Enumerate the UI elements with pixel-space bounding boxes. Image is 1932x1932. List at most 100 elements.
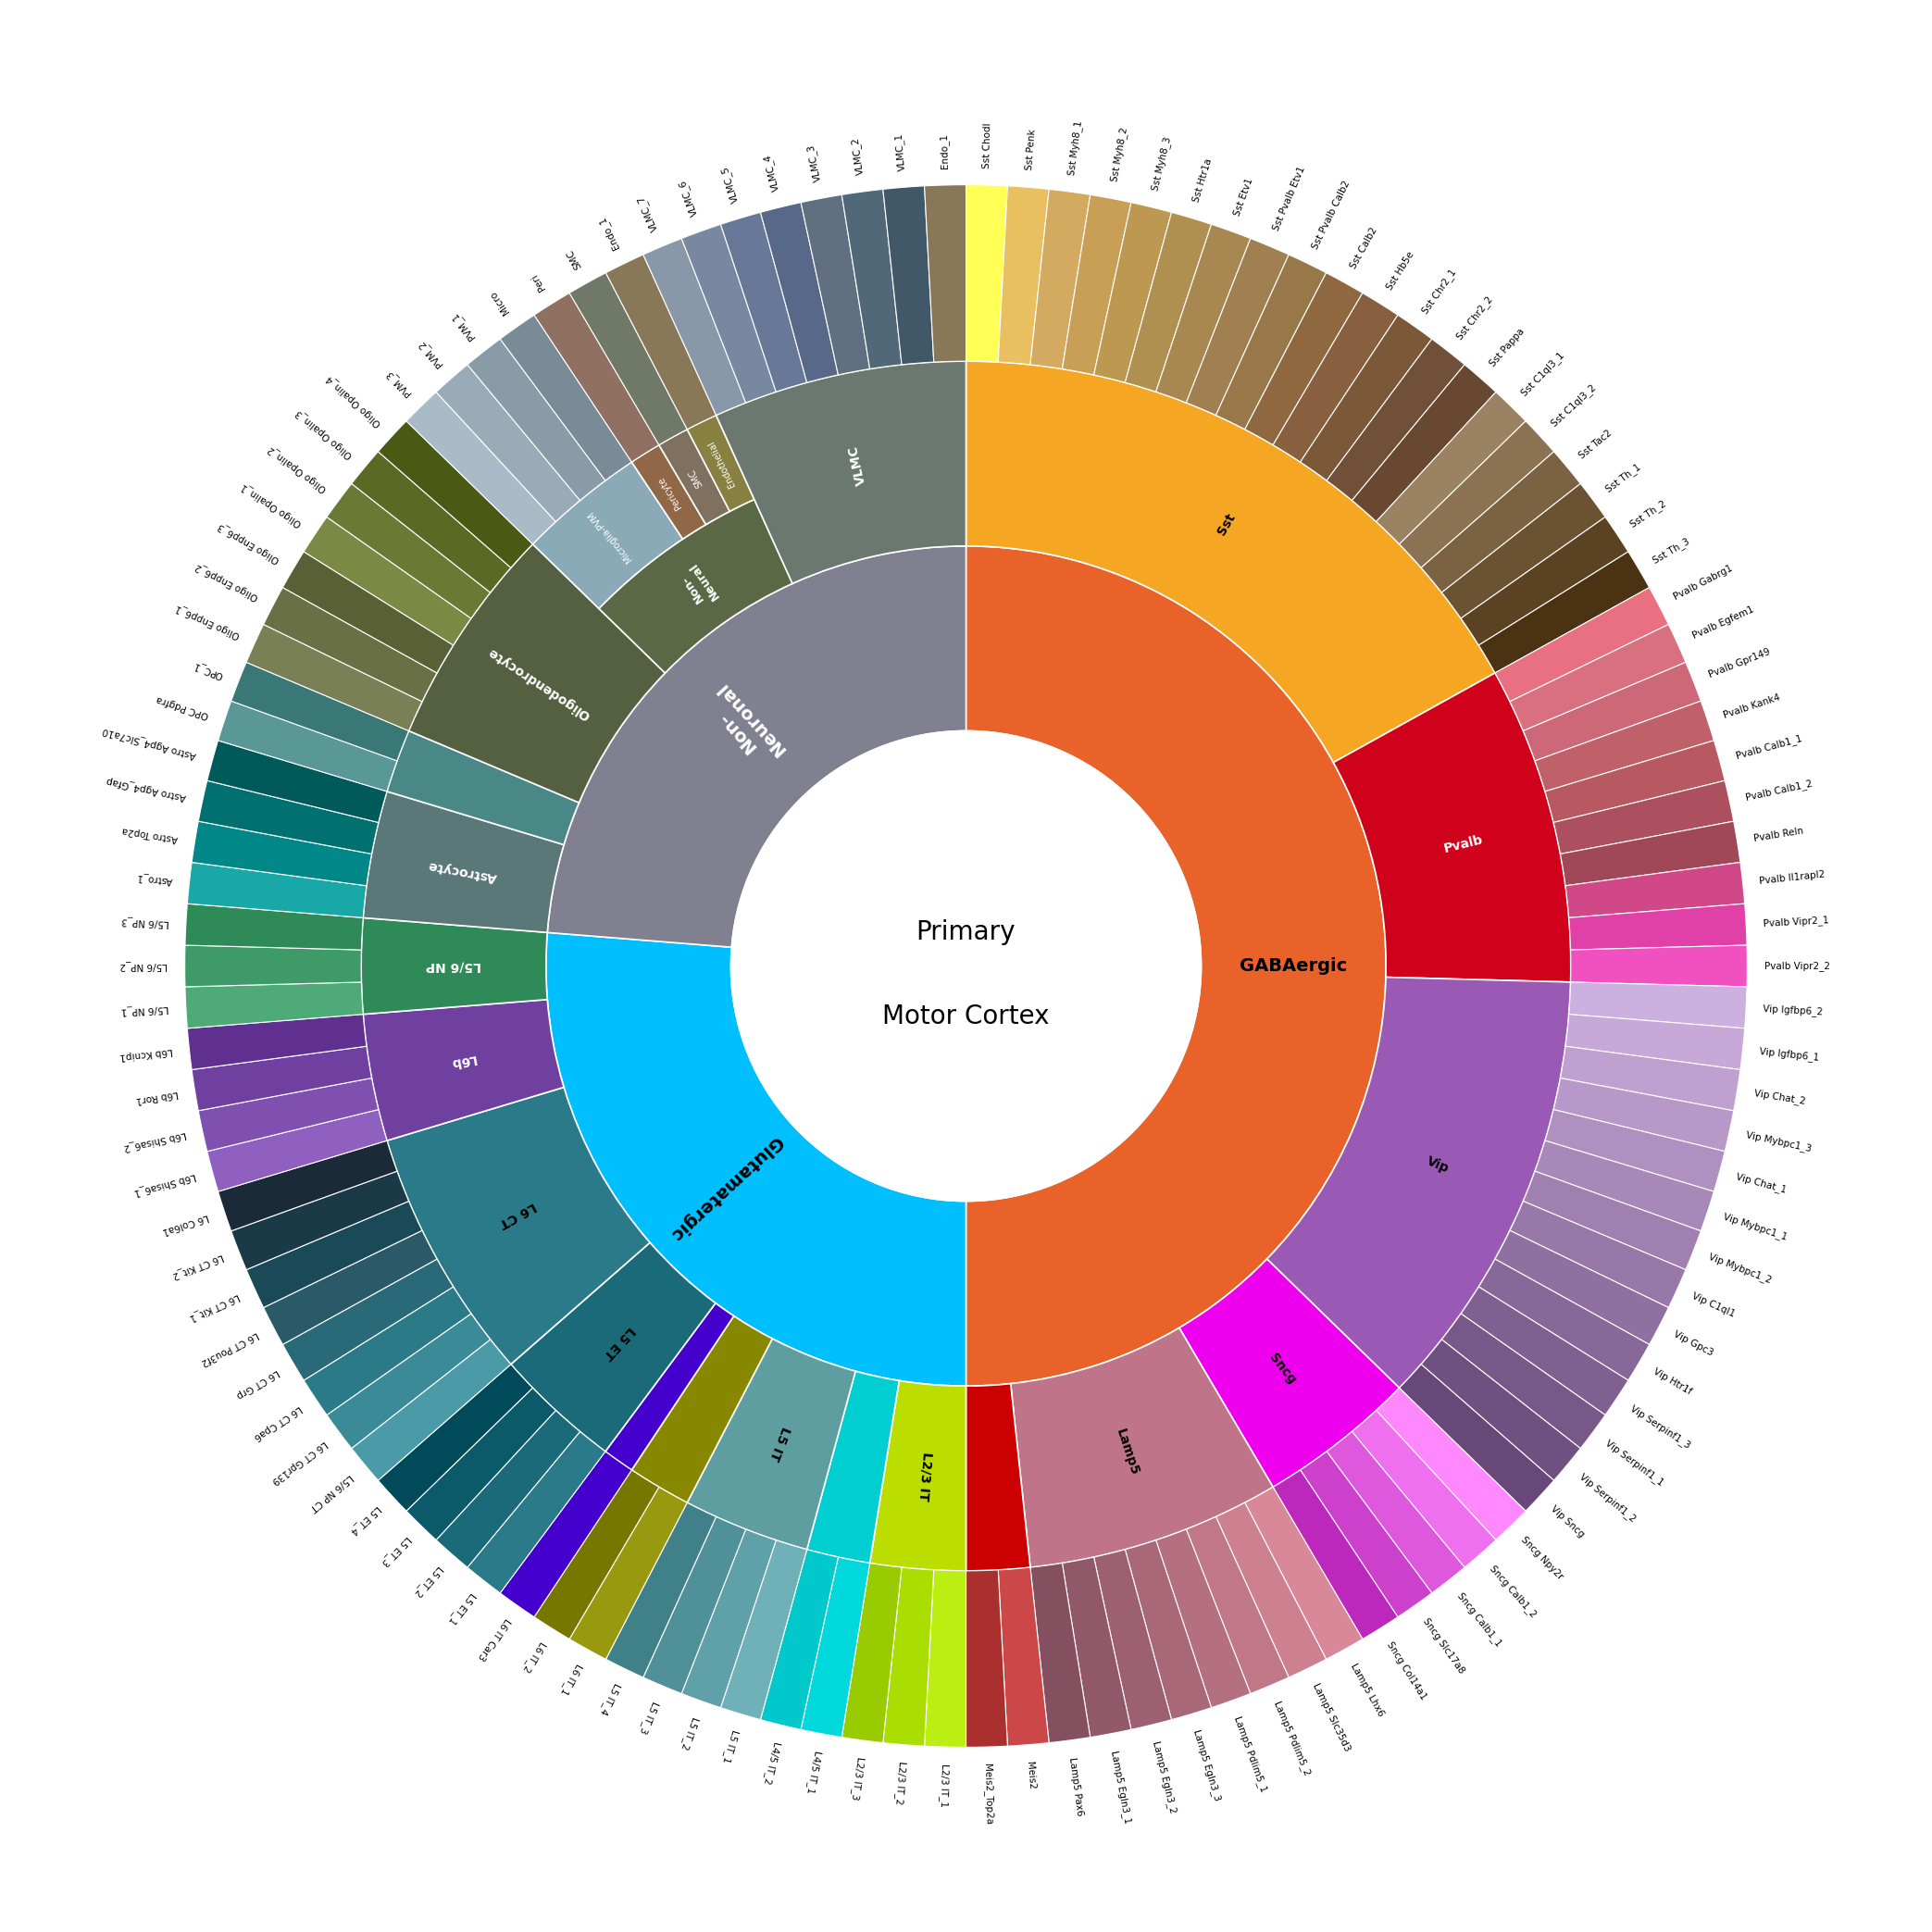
Text: L5 ET_3: L5 ET_3 xyxy=(381,1534,413,1569)
Wedge shape xyxy=(187,862,367,918)
Text: Pvalb: Pvalb xyxy=(1443,833,1486,856)
Text: Astro_1: Astro_1 xyxy=(135,873,174,887)
Text: Micro: Micro xyxy=(489,290,512,315)
Text: Sst Penk: Sst Penk xyxy=(1026,129,1037,170)
Wedge shape xyxy=(1534,1140,1714,1231)
Wedge shape xyxy=(1030,1563,1090,1743)
Wedge shape xyxy=(659,429,730,526)
Wedge shape xyxy=(570,1488,688,1660)
Wedge shape xyxy=(185,904,363,951)
Wedge shape xyxy=(1522,1171,1700,1269)
Wedge shape xyxy=(510,1242,715,1451)
Wedge shape xyxy=(1094,203,1171,383)
Wedge shape xyxy=(999,185,1049,365)
Wedge shape xyxy=(966,1571,1009,1747)
Text: Sncg: Sncg xyxy=(1267,1350,1298,1387)
Text: L5 IT_4: L5 IT_4 xyxy=(597,1681,622,1716)
Text: PVM_3: PVM_3 xyxy=(384,369,413,398)
Wedge shape xyxy=(1565,862,1745,918)
Text: Sst Pvalb Etv1: Sst Pvalb Etv1 xyxy=(1271,166,1308,232)
Wedge shape xyxy=(533,294,659,462)
Text: Pvalb Reln: Pvalb Reln xyxy=(1752,827,1804,844)
Text: Sst Hb5e: Sst Hb5e xyxy=(1385,251,1416,292)
Wedge shape xyxy=(379,421,533,568)
Text: Lamp5 Egln3_2: Lamp5 Egln3_2 xyxy=(1150,1741,1179,1814)
Wedge shape xyxy=(599,498,792,672)
Text: Vip Igfbp6_1: Vip Igfbp6_1 xyxy=(1758,1045,1820,1063)
Text: Astro Agp4_Slc7a10: Astro Agp4_Slc7a10 xyxy=(102,726,197,761)
Wedge shape xyxy=(808,1372,898,1563)
Wedge shape xyxy=(966,361,1495,763)
Text: Sst Th_2: Sst Th_2 xyxy=(1629,498,1667,529)
Wedge shape xyxy=(1546,740,1725,823)
Text: Lamp5 Pdlim5_1: Lamp5 Pdlim5_1 xyxy=(1233,1716,1269,1793)
Text: Non-
Neuronal: Non- Neuronal xyxy=(697,678,788,773)
Wedge shape xyxy=(468,1432,605,1594)
Text: Sst C1ql3_1: Sst C1ql3_1 xyxy=(1519,350,1567,398)
Text: Sst Chodl: Sst Chodl xyxy=(983,122,993,168)
Wedge shape xyxy=(570,272,688,444)
Wedge shape xyxy=(1063,1557,1130,1737)
Text: Pvalb Vipr2_1: Pvalb Vipr2_1 xyxy=(1762,916,1830,929)
Wedge shape xyxy=(883,1567,933,1747)
Text: Meis2: Meis2 xyxy=(1026,1762,1037,1789)
Wedge shape xyxy=(1511,1202,1687,1308)
Wedge shape xyxy=(1352,1410,1495,1567)
Text: L5 ET_4: L5 ET_4 xyxy=(350,1503,383,1536)
Text: OPC Pdgfra: OPC Pdgfra xyxy=(155,694,211,721)
Text: Non-
Neural: Non- Neural xyxy=(674,560,721,611)
Text: Oligodendrocyte: Oligodendrocyte xyxy=(485,643,593,721)
Text: Sst Tac2: Sst Tac2 xyxy=(1577,427,1613,460)
Wedge shape xyxy=(717,361,966,583)
Wedge shape xyxy=(218,1140,398,1231)
Text: L5 IT_3: L5 IT_3 xyxy=(638,1700,661,1735)
Wedge shape xyxy=(1267,978,1571,1387)
Text: L6 CT Kit_1: L6 CT Kit_1 xyxy=(187,1291,242,1323)
Wedge shape xyxy=(263,587,437,701)
Wedge shape xyxy=(802,195,869,375)
Text: PVM_2: PVM_2 xyxy=(415,338,444,369)
Wedge shape xyxy=(379,1364,533,1511)
Wedge shape xyxy=(1030,189,1090,369)
Text: L5 IT_2: L5 IT_2 xyxy=(678,1716,699,1750)
Text: L6 CT Cpa6: L6 CT Cpa6 xyxy=(253,1403,303,1441)
Wedge shape xyxy=(327,483,491,618)
Text: Pericyte: Pericyte xyxy=(657,475,684,510)
Text: L2/3 IT_1: L2/3 IT_1 xyxy=(939,1764,951,1806)
Wedge shape xyxy=(842,1563,902,1743)
Wedge shape xyxy=(632,1316,773,1503)
Wedge shape xyxy=(1300,315,1432,481)
Text: VLMC_2: VLMC_2 xyxy=(850,137,866,176)
Wedge shape xyxy=(352,452,510,593)
Text: Sncg Npy2r: Sncg Npy2r xyxy=(1519,1534,1565,1580)
Wedge shape xyxy=(688,1339,856,1549)
Text: Pvalb Vipr2_2: Pvalb Vipr2_2 xyxy=(1764,960,1830,972)
Wedge shape xyxy=(191,821,371,885)
Wedge shape xyxy=(1478,553,1650,672)
Wedge shape xyxy=(1273,1470,1399,1638)
Wedge shape xyxy=(1179,1260,1399,1488)
Wedge shape xyxy=(1461,518,1629,645)
Text: Sncg Slc17a8: Sncg Slc17a8 xyxy=(1420,1617,1466,1675)
Wedge shape xyxy=(327,1314,491,1449)
Text: Pvalb Egfem1: Pvalb Egfem1 xyxy=(1690,605,1754,641)
Text: VLMC: VLMC xyxy=(846,444,867,487)
Text: Lamp5 Lhx6: Lamp5 Lhx6 xyxy=(1349,1662,1385,1718)
Text: Pvalb Il1rapl2: Pvalb Il1rapl2 xyxy=(1758,869,1826,885)
Text: VLMC_7: VLMC_7 xyxy=(636,193,661,232)
Text: SMC: SMC xyxy=(564,247,583,270)
Text: Pvalb Gabrg1: Pvalb Gabrg1 xyxy=(1671,564,1733,603)
Text: VLMC_4: VLMC_4 xyxy=(763,153,782,191)
Text: Glutamatergic: Glutamatergic xyxy=(667,1132,784,1244)
Text: Sst Th_1: Sst Th_1 xyxy=(1604,462,1642,495)
Text: Sst Calb2: Sst Calb2 xyxy=(1349,226,1379,270)
Wedge shape xyxy=(1063,195,1130,375)
Text: Sst C1ql3_2: Sst C1ql3_2 xyxy=(1549,383,1598,429)
Wedge shape xyxy=(1376,392,1526,545)
Wedge shape xyxy=(607,255,717,429)
Wedge shape xyxy=(232,663,410,761)
Wedge shape xyxy=(605,1304,734,1470)
Wedge shape xyxy=(386,730,580,844)
Wedge shape xyxy=(1441,483,1605,618)
Text: L6 IT_2: L6 IT_2 xyxy=(520,1640,547,1673)
